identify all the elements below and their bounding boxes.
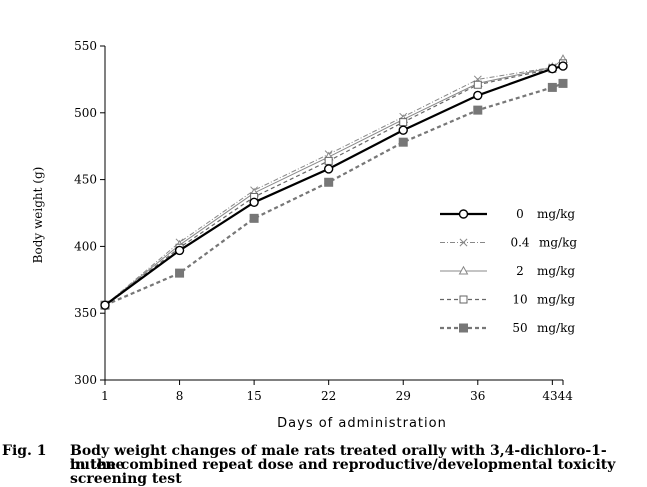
series-0_4-mgkg — [101, 60, 567, 310]
legend-unit: mg/kg — [537, 264, 575, 278]
x-tick-label: 29 — [396, 389, 411, 403]
x-tick-label: 22 — [321, 389, 336, 403]
legend-marker — [458, 265, 469, 275]
series-layer — [100, 54, 568, 310]
body-weight-chart: 300 350 400 450 500 550 1 8 15 22 29 36 4344 0 mg/kg… — [31, 39, 577, 431]
legend-marker — [459, 238, 468, 247]
y-tick-label: 500 — [74, 106, 97, 120]
data-point — [324, 156, 333, 165]
x-tick-label: 15 — [246, 389, 261, 403]
x-tick-label: 4344 — [542, 389, 573, 403]
x-axis-ticks: 1 8 15 22 29 36 4344 — [101, 380, 573, 403]
figure-caption-line-1: Body weight changes of male rats treated… — [70, 443, 607, 473]
series-2-mgkg — [100, 54, 568, 309]
series-line — [104, 64, 564, 307]
data-point — [398, 125, 408, 135]
legend-dose: 0.4 — [510, 236, 529, 250]
y-axis-title: Body weight (g) — [31, 167, 45, 264]
legend-marker — [459, 323, 468, 333]
series-line — [104, 58, 564, 306]
legend-marker — [458, 209, 469, 219]
legend-dose: 0 — [516, 207, 524, 221]
data-point — [175, 268, 185, 278]
data-point — [558, 78, 568, 88]
legend-unit: mg/kg — [537, 293, 575, 307]
y-tick-label: 550 — [74, 39, 97, 53]
series-10-mgkg — [101, 59, 567, 310]
data-point — [558, 61, 568, 71]
figure-caption-line-2: in the combined repeat dose and reproduc… — [70, 457, 616, 487]
x-tick-label: 36 — [470, 389, 485, 403]
legend: 0 mg/kg 0.4 mg/kg 2 mg/kg 10 mg/kg 50 mg/kg — [440, 207, 577, 335]
legend-unit: mg/kg — [537, 321, 575, 335]
legend-item: 0 mg/kg — [440, 207, 575, 221]
legend-dose: 10 — [512, 293, 527, 307]
legend-dose: 2 — [516, 264, 524, 278]
data-point — [323, 164, 334, 174]
data-point — [399, 118, 408, 127]
y-tick-label: 300 — [74, 373, 97, 387]
chart-axes — [104, 46, 563, 381]
data-point — [174, 245, 185, 256]
x-axis-title: Days of administration — [277, 416, 447, 431]
legend-unit: mg/kg — [537, 207, 575, 221]
legend-marker — [459, 295, 468, 304]
series-line — [104, 64, 564, 306]
data-point — [398, 137, 408, 147]
legend-unit: mg/kg — [539, 236, 577, 250]
data-point — [249, 213, 259, 223]
data-point — [473, 80, 482, 89]
data-point — [100, 300, 110, 310]
series-line — [104, 62, 564, 306]
data-point — [473, 90, 483, 101]
series-line — [104, 82, 564, 307]
x-tick-label: 1 — [101, 389, 109, 403]
data-point — [547, 82, 557, 92]
y-tick-label: 350 — [74, 306, 97, 320]
y-tick-label: 450 — [74, 173, 97, 187]
legend-dose: 50 — [512, 321, 527, 335]
legend-item: 10 mg/kg — [440, 293, 575, 307]
legend-item: 50 mg/kg — [440, 321, 575, 335]
legend-item: 2 mg/kg — [440, 264, 575, 278]
y-tick-label: 400 — [74, 239, 97, 253]
series-0-mgkg — [100, 61, 568, 310]
data-point — [547, 64, 558, 74]
legend-item: 0.4 mg/kg — [440, 236, 577, 250]
data-point — [473, 105, 483, 115]
series-50-mgkg — [100, 78, 568, 310]
data-point — [324, 177, 334, 187]
data-point — [249, 197, 259, 208]
y-axis-ticks: 300 350 400 450 500 550 — [74, 39, 105, 387]
x-tick-label: 8 — [176, 389, 184, 403]
figure-label: Fig. 1 — [2, 443, 47, 459]
